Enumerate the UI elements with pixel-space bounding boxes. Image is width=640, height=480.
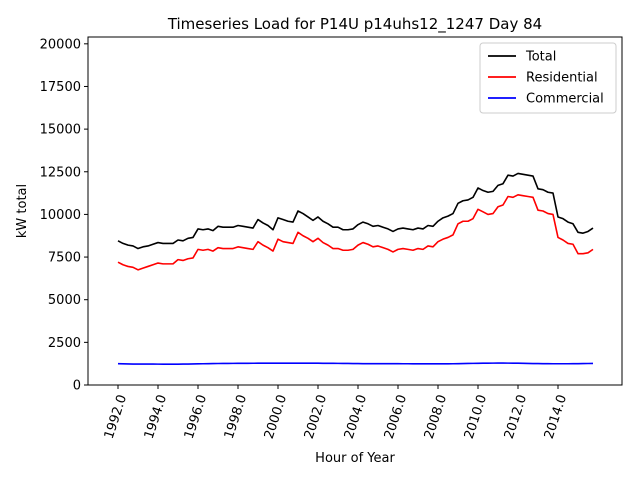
legend-box [479, 42, 617, 114]
x-tick-label: 2006.0 [382, 393, 410, 441]
x-tick-label: 1992.0 [102, 393, 130, 441]
x-tick-label: 1998.0 [222, 393, 250, 441]
legend-label-total: Total [525, 50, 556, 65]
x-tick-label: 2010.0 [462, 393, 490, 441]
series-line-residential [117, 193, 594, 271]
x-tick-label: 2000.0 [262, 393, 290, 441]
y-tick-label: 15000 [40, 123, 81, 138]
x-tick-label: 2002.0 [302, 393, 330, 441]
y-tick-label: 7500 [48, 251, 81, 266]
legend-label-residential: Residential [526, 71, 598, 86]
x-tick-label: 2004.0 [342, 393, 370, 441]
y-axis-label: kW total [15, 184, 30, 238]
x-tick-label: 2012.0 [502, 393, 530, 441]
y-tick-label: 2500 [48, 336, 81, 351]
series-layer [117, 172, 594, 365]
series-line-commercial [117, 362, 594, 365]
y-tick-label: 12500 [40, 165, 81, 180]
x-axis: 1992.0 1994.0 1996.0 1998.0 2000.0 2002.0 2004… [102, 385, 570, 441]
y-axis: 0 2500 5000 7500 10000 12500 15000 17500 20000 [40, 37, 88, 394]
x-tick-label: 2014.0 [542, 393, 570, 441]
legend-label-commercial: Commercial [526, 92, 604, 107]
x-tick-label: 1996.0 [182, 393, 210, 441]
legend: Total Residential Commercial [479, 42, 617, 114]
x-tick-label: 1994.0 [142, 393, 170, 441]
x-axis-label: Hour of Year [315, 451, 395, 466]
y-tick-label: 5000 [48, 293, 81, 308]
series-line-total [117, 172, 594, 250]
plot-frame [87, 36, 623, 386]
x-tick-label: 2008.0 [422, 393, 450, 441]
y-tick-label: 0 [73, 379, 81, 394]
y-tick-label: 20000 [40, 37, 81, 52]
chart-title: Timeseries Load for P14U p14uhs12_1247 D… [167, 15, 542, 34]
y-tick-label: 10000 [40, 208, 81, 223]
y-tick-label: 17500 [40, 80, 81, 95]
